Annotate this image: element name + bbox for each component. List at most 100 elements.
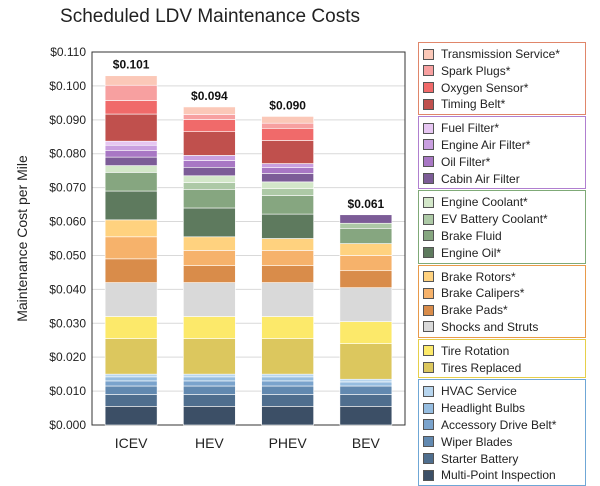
bar-segment bbox=[183, 175, 236, 183]
bar-segment bbox=[183, 380, 236, 387]
bar-segment bbox=[183, 182, 236, 190]
bar-segment bbox=[183, 119, 236, 132]
bar-segment bbox=[104, 165, 158, 173]
legend-item: Engine Coolant* bbox=[423, 194, 528, 210]
legend-label: Oxygen Sensor* bbox=[441, 80, 529, 95]
legend-label: Brake Fluid bbox=[441, 228, 502, 243]
bar-segment bbox=[104, 140, 158, 146]
y-tick-label: $0.020 bbox=[49, 350, 86, 364]
x-tick-label: PHEV bbox=[269, 435, 308, 451]
y-tick-label: $0.110 bbox=[50, 45, 86, 59]
bar-segment bbox=[104, 84, 158, 101]
plot-frame bbox=[91, 51, 406, 426]
bar-segment bbox=[339, 243, 393, 256]
y-tick-label: $0.060 bbox=[49, 215, 86, 229]
bar-segment bbox=[183, 155, 236, 161]
y-axis-label: Maintenance Cost per Mile bbox=[14, 155, 30, 322]
legend-swatch bbox=[423, 122, 434, 134]
bar-segment bbox=[261, 385, 314, 395]
legend-item: Wiper Blades bbox=[423, 434, 512, 450]
bar-segment bbox=[261, 213, 314, 239]
legend-item: Oil Filter* bbox=[423, 154, 490, 170]
bar-segment bbox=[339, 378, 393, 383]
bar-segment bbox=[261, 338, 314, 375]
legend-swatch bbox=[423, 402, 434, 414]
bar-segment bbox=[183, 265, 236, 283]
legend-swatch bbox=[423, 271, 434, 283]
legend-item: Fuel Filter* bbox=[423, 120, 499, 136]
legend-swatch bbox=[423, 469, 434, 481]
bar-segment bbox=[183, 338, 236, 375]
y-tick-label: $0.080 bbox=[49, 147, 86, 161]
legend-item: Cabin Air Filter bbox=[423, 171, 520, 187]
bar-segment bbox=[104, 219, 158, 238]
bar-segment bbox=[183, 373, 236, 378]
bar-segment bbox=[104, 113, 158, 142]
legend-item: Brake Calipers* bbox=[423, 285, 524, 301]
bar-segment bbox=[261, 250, 314, 266]
y-tick-label: $0.050 bbox=[49, 248, 86, 262]
legend-item: Starter Battery bbox=[423, 451, 518, 467]
legend-item: EV Battery Coolant* bbox=[423, 211, 548, 227]
legend-label: Engine Coolant* bbox=[441, 195, 528, 210]
stacked-bar-chart: $0.000 $0.010 $0.020 $0.030 $0.040 $0.050 $0.0… bbox=[14, 45, 406, 451]
bar-segment bbox=[339, 222, 393, 229]
legend-label: Engine Air Filter* bbox=[441, 137, 531, 152]
bar-segment bbox=[183, 131, 236, 156]
bar-segment bbox=[104, 316, 158, 339]
legend-swatch bbox=[423, 385, 434, 397]
bar-segment bbox=[261, 116, 314, 124]
bar-total-label: $0.061 bbox=[348, 197, 385, 211]
bar-segment bbox=[339, 321, 393, 344]
legend-label: Engine Oil* bbox=[441, 245, 502, 260]
bar-segment bbox=[104, 380, 158, 387]
legend-item: Multi-Point Inspection bbox=[423, 467, 556, 483]
bar-segment bbox=[183, 189, 236, 209]
bar-segment bbox=[261, 127, 314, 141]
legend-label: Tires Replaced bbox=[441, 360, 522, 375]
legend-swatch bbox=[423, 173, 434, 185]
legend-swatch bbox=[423, 436, 434, 448]
bar-segment bbox=[339, 343, 393, 380]
y-tick-label: $0.030 bbox=[49, 316, 86, 330]
bar-segment bbox=[261, 406, 314, 426]
bar-segment bbox=[183, 385, 236, 395]
legend-label: Spark Plugs* bbox=[441, 63, 511, 78]
legend-label: Starter Battery bbox=[441, 451, 519, 466]
bar-segment bbox=[261, 316, 314, 339]
bar-segment bbox=[104, 190, 158, 221]
x-tick-label: ICEV bbox=[115, 435, 148, 451]
bar-segment bbox=[261, 376, 314, 382]
bar-segment bbox=[104, 144, 158, 151]
legend-swatch bbox=[423, 419, 434, 431]
legend-item: Tire Rotation bbox=[423, 343, 509, 359]
legend-swatch bbox=[423, 213, 434, 225]
bar-segment bbox=[104, 75, 158, 86]
legend-item: Engine Oil* bbox=[423, 245, 501, 261]
legend-item: Transmission Service* bbox=[423, 46, 560, 62]
y-tick-label: $0.100 bbox=[49, 79, 86, 93]
legend-swatch bbox=[423, 156, 434, 168]
bar-segment bbox=[261, 167, 314, 174]
legend-swatch bbox=[423, 65, 434, 77]
y-tick-label: $0.070 bbox=[49, 181, 86, 195]
legend-item: Headlight Bulbs bbox=[423, 400, 525, 416]
bar-segment bbox=[261, 195, 314, 215]
bar-total-label: $0.101 bbox=[113, 58, 150, 72]
bar-segment bbox=[104, 373, 158, 378]
legend-item: Tires Replaced bbox=[423, 360, 521, 376]
legend-item: HVAC Service bbox=[423, 383, 517, 399]
bar-segment bbox=[261, 122, 314, 129]
legend-label: Cabin Air Filter bbox=[441, 171, 520, 186]
bar-segment bbox=[261, 380, 314, 387]
legend-label: Tire Rotation bbox=[441, 343, 510, 358]
bar-segment bbox=[104, 282, 158, 317]
bar-segment bbox=[183, 166, 236, 177]
bar-segment bbox=[339, 270, 393, 288]
bar-segment bbox=[104, 150, 158, 158]
bar-segment bbox=[183, 316, 236, 339]
legend-group: Brake Rotors* Brake Calipers* Brake Pads* S… bbox=[418, 264, 586, 338]
bar-segment bbox=[104, 394, 158, 407]
legend-swatch bbox=[423, 139, 434, 151]
legend-item: Brake Pads* bbox=[423, 302, 508, 318]
